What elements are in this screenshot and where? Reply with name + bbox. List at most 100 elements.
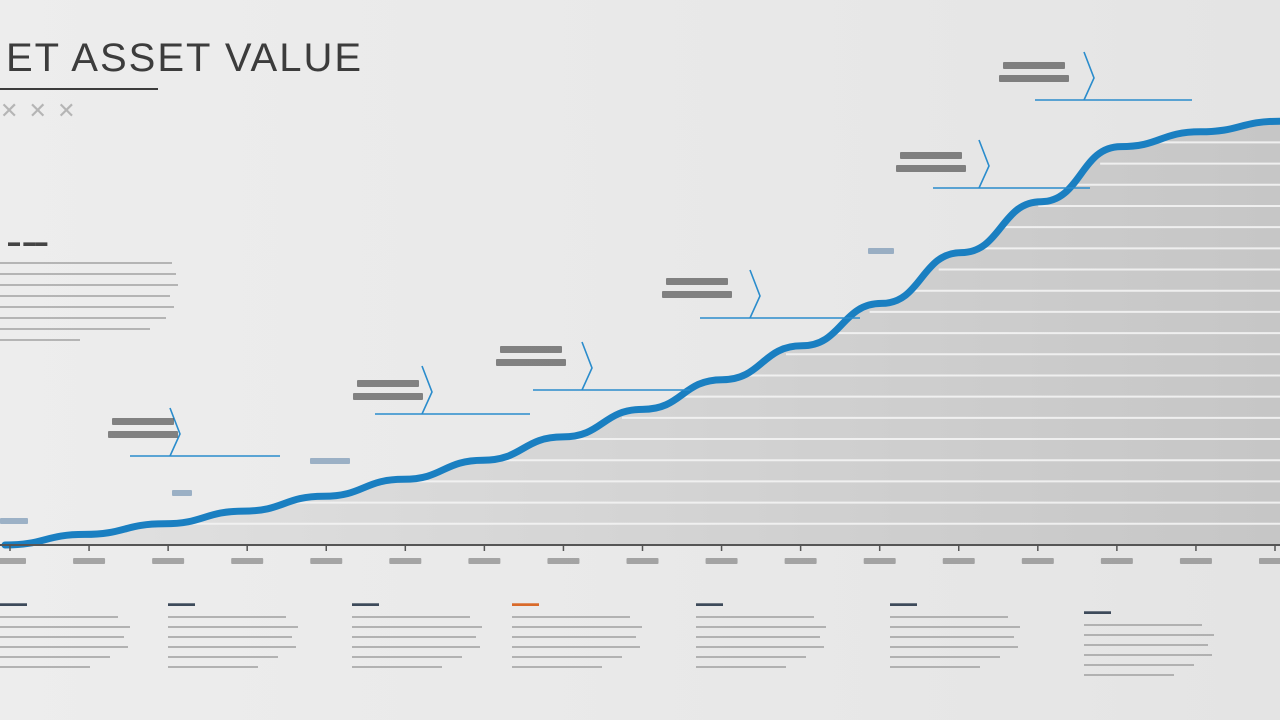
column-text-line (0, 656, 110, 658)
column-text-line (0, 646, 128, 648)
x-tick-label-placeholder (705, 558, 738, 564)
column-text-line (696, 666, 786, 668)
x-tick-label-placeholder (152, 558, 185, 564)
x-tick-label-placeholder (1179, 558, 1212, 564)
callout-text-line (662, 291, 732, 298)
curve-annotation-placeholder (0, 518, 28, 524)
column-text-line (512, 636, 636, 638)
callout-chevron (1083, 51, 1095, 101)
column-text-line (352, 666, 442, 668)
column-heading: ▬▬▬ (512, 598, 539, 608)
column-heading: ▬▬▬ (352, 598, 379, 608)
curve-annotation-placeholder (868, 248, 894, 254)
description-column: ▬▬▬ (512, 598, 652, 676)
column-text-line (0, 626, 130, 628)
title-underline (0, 88, 158, 90)
callout-chevron (978, 139, 990, 189)
callout-chevron (749, 269, 761, 319)
page-title: ET ASSET VALUE (6, 36, 364, 80)
x-tick-label-placeholder (863, 558, 896, 564)
callout-text-line (900, 152, 962, 159)
callout-text-line (112, 418, 174, 425)
column-heading: ▬▬▬ (890, 598, 917, 608)
column-text-line (696, 656, 806, 658)
x-tick-label-placeholder (942, 558, 975, 564)
description-column: ▬▬▬ (0, 598, 140, 676)
column-text-line (890, 646, 1018, 648)
x-tick-label-placeholder (73, 558, 106, 564)
x-tick-label-placeholder (389, 558, 422, 564)
column-text-line (512, 656, 622, 658)
description-column: ▬▬▬ (168, 598, 308, 676)
column-text-line (352, 636, 476, 638)
x-tick-label-placeholder (1021, 558, 1054, 564)
column-text-line (1084, 664, 1194, 666)
x-tick-label-placeholder (1259, 558, 1280, 564)
column-text-line (168, 616, 286, 618)
column-text-line (0, 666, 90, 668)
description-column: ▬▬▬ (352, 598, 492, 676)
column-text-line (512, 616, 630, 618)
callout-4 (662, 269, 860, 319)
column-text-line (168, 666, 258, 668)
callout-1 (108, 407, 280, 457)
column-text-line (696, 626, 826, 628)
callout-text-line (496, 359, 566, 366)
callout-text-line (353, 393, 423, 400)
column-text-line (352, 626, 482, 628)
column-text-line (1084, 624, 1202, 626)
callout-text-line (500, 346, 562, 353)
x-tick-label-placeholder (0, 558, 26, 564)
column-text-line (696, 616, 814, 618)
x-tick-label-placeholder (626, 558, 659, 564)
callout-2 (353, 365, 530, 415)
column-heading: ▬▬▬ (0, 598, 27, 608)
x-tick-label-placeholder (784, 558, 817, 564)
callout-chevron (421, 365, 433, 415)
column-text-line (0, 636, 124, 638)
column-text-line (0, 616, 118, 618)
column-text-line (1084, 644, 1208, 646)
callout-text-line (1003, 62, 1065, 69)
column-text-line (890, 626, 1020, 628)
column-text-line (1084, 674, 1174, 676)
x-tick-label-placeholder (231, 558, 264, 564)
column-text-line (890, 666, 980, 668)
column-text-line (352, 616, 470, 618)
side-panel-heading: ▬ ▬▬ (8, 235, 48, 249)
callout-text-line (108, 431, 178, 438)
column-heading: ▬▬▬ (168, 598, 195, 608)
callout-text-line (896, 165, 966, 172)
column-text-line (890, 656, 1000, 658)
column-text-line (512, 626, 642, 628)
callout-5 (896, 139, 1090, 189)
callout-chevron (169, 407, 181, 457)
column-text-line (696, 646, 824, 648)
column-text-line (696, 636, 820, 638)
description-column: ▬▬▬ (1084, 606, 1224, 684)
column-text-line (1084, 634, 1214, 636)
column-text-line (168, 646, 296, 648)
column-heading: ▬▬▬ (696, 598, 723, 608)
column-text-line (168, 626, 298, 628)
column-text-line (890, 616, 1008, 618)
callout-text-line (999, 75, 1069, 82)
column-heading: ▬▬▬ (1084, 606, 1111, 616)
column-text-line (168, 636, 292, 638)
callout-3 (496, 341, 690, 391)
x-tick-label-placeholder (468, 558, 501, 564)
side-panel-text (0, 262, 180, 350)
x-tick-label-placeholder (547, 558, 580, 564)
curve-annotation-placeholder (310, 458, 350, 464)
callout-6 (999, 51, 1192, 101)
x-tick-label-placeholder (1100, 558, 1133, 564)
column-text-line (890, 636, 1014, 638)
callout-chevron (581, 341, 593, 391)
column-text-line (1084, 654, 1212, 656)
curve-annotation-placeholder (172, 490, 192, 496)
column-text-line (168, 656, 278, 658)
column-text-line (512, 646, 640, 648)
x-tick-label-placeholder (310, 558, 343, 564)
description-column: ▬▬▬ (890, 598, 1030, 676)
column-text-line (352, 646, 480, 648)
